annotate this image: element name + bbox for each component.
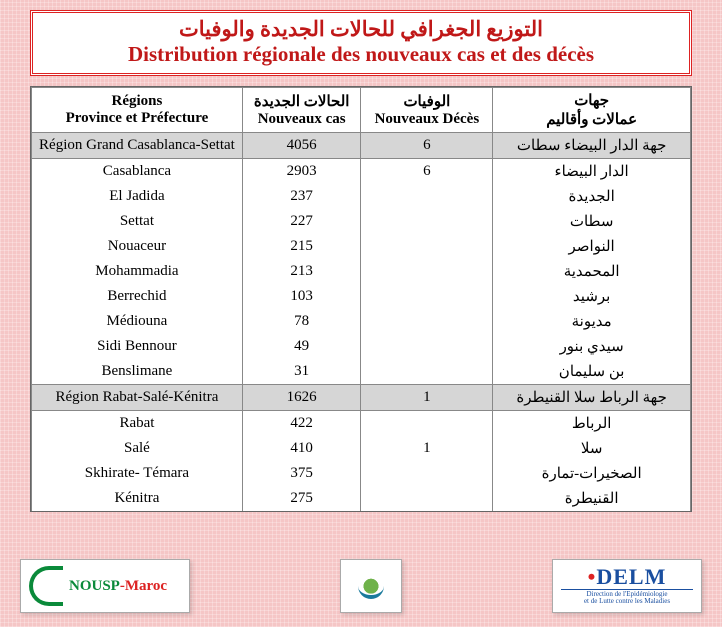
cell-cases: 31 (242, 359, 361, 385)
cell-deaths (361, 411, 493, 437)
table-row: Médiouna78 مديونة (32, 309, 691, 334)
table-region-row: Région Rabat-Salé-Kénitra16261جهة الرباط… (32, 385, 691, 411)
table-row: Mohammadia213 المحمدية (32, 259, 691, 284)
cell-deaths (361, 184, 493, 209)
cell-ar: المحمدية (493, 259, 691, 284)
cell-ar: القنيطرة (493, 486, 691, 511)
table-row: Benslimane31 بن سليمان (32, 359, 691, 385)
header-deaths: الوفيات Nouveaux Décès (361, 88, 493, 133)
cell-deaths (361, 234, 493, 259)
table-row: Casablanca29036الدار البيضاء (32, 159, 691, 185)
cell-ar: النواصر (493, 234, 691, 259)
table-body: Région Grand Casablanca-Settat40566جهة ا… (32, 133, 691, 512)
cell-fr: El Jadida (32, 184, 243, 209)
cell-ar: جهة الرباط سلا القنيطرة (493, 385, 691, 411)
cell-deaths: 6 (361, 133, 493, 159)
table-region-row: Région Grand Casablanca-Settat40566جهة ا… (32, 133, 691, 159)
footer-logos: NOUSP-Maroc •DELM Direction de l'Epidémi… (20, 559, 702, 613)
cell-deaths: 1 (361, 436, 493, 461)
cell-cases: 213 (242, 259, 361, 284)
cell-deaths (361, 259, 493, 284)
logo-nousp: NOUSP-Maroc (20, 559, 190, 613)
cell-ar: الرباط (493, 411, 691, 437)
cell-ar: سلا (493, 436, 691, 461)
nousp-c-icon (29, 566, 63, 606)
cell-cases: 4056 (242, 133, 361, 159)
cell-cases: 237 (242, 184, 361, 209)
cell-deaths (361, 284, 493, 309)
cell-ar: بن سليمان (493, 359, 691, 385)
leaf-icon (358, 573, 384, 599)
table-row: Sidi Bennour49 سيدي بنور (32, 334, 691, 359)
cell-ar: الصخيرات-تمارة (493, 461, 691, 486)
cell-ar: سيدي بنور (493, 334, 691, 359)
table-row: Skhirate- Témara375 الصخيرات-تمارة (32, 461, 691, 486)
cell-deaths (361, 334, 493, 359)
cell-fr: Nouaceur (32, 234, 243, 259)
cell-deaths (361, 486, 493, 511)
cell-fr: Settat (32, 209, 243, 234)
cell-cases: 227 (242, 209, 361, 234)
data-table-container: Régions Province et Préfecture الحالات ا… (30, 86, 692, 512)
cell-fr: Berrechid (32, 284, 243, 309)
delm-subtitle: Direction de l'Epidémiologieet de Lutte … (584, 591, 670, 606)
table-header-row: Régions Province et Préfecture الحالات ا… (32, 88, 691, 133)
cell-cases: 2903 (242, 159, 361, 185)
title-arabic: التوزيع الجغرافي للحالات الجديدة والوفيا… (41, 17, 681, 42)
cell-ar: الجديدة (493, 184, 691, 209)
title-box: التوزيع الجغرافي للحالات الجديدة والوفيا… (30, 10, 692, 76)
cell-deaths: 6 (361, 159, 493, 185)
cell-fr: Sidi Bennour (32, 334, 243, 359)
cell-deaths (361, 461, 493, 486)
cell-cases: 375 (242, 461, 361, 486)
logo-delm: •DELM Direction de l'Epidémiologieet de … (552, 559, 702, 613)
cell-fr: Région Grand Casablanca-Settat (32, 133, 243, 159)
cell-fr: Région Rabat-Salé-Kénitra (32, 385, 243, 411)
cell-deaths (361, 209, 493, 234)
cell-ar: برشيد (493, 284, 691, 309)
cell-ar: جهة الدار البيضاء سطات (493, 133, 691, 159)
cell-cases: 1626 (242, 385, 361, 411)
cell-fr: Benslimane (32, 359, 243, 385)
cell-cases: 275 (242, 486, 361, 511)
delm-text: •DELM (588, 566, 667, 588)
table-row: Kénitra275 القنيطرة (32, 486, 691, 511)
nousp-text: NOUSP-Maroc (69, 578, 167, 594)
cell-fr: Casablanca (32, 159, 243, 185)
cell-fr: Skhirate- Témara (32, 461, 243, 486)
cell-ar: سطات (493, 209, 691, 234)
cell-ar: الدار البيضاء (493, 159, 691, 185)
cell-deaths (361, 359, 493, 385)
header-region-ar: جهات عمالات وأقاليم (493, 88, 691, 133)
header-cases: الحالات الجديدة Nouveaux cas (242, 88, 361, 133)
table-row: Berrechid103 برشيد (32, 284, 691, 309)
distribution-table: Régions Province et Préfecture الحالات ا… (31, 87, 691, 511)
cell-cases: 215 (242, 234, 361, 259)
table-row: Salé4101سلا (32, 436, 691, 461)
cell-fr: Salé (32, 436, 243, 461)
cell-cases: 103 (242, 284, 361, 309)
cell-fr: Mohammadia (32, 259, 243, 284)
cell-fr: Kénitra (32, 486, 243, 511)
cell-deaths (361, 309, 493, 334)
logo-center (340, 559, 402, 613)
header-region: Régions Province et Préfecture (32, 88, 243, 133)
cell-cases: 49 (242, 334, 361, 359)
table-row: Nouaceur215 النواصر (32, 234, 691, 259)
cell-fr: Rabat (32, 411, 243, 437)
cell-ar: مديونة (493, 309, 691, 334)
cell-cases: 422 (242, 411, 361, 437)
table-row: Settat227 سطات (32, 209, 691, 234)
table-row: Rabat422 الرباط (32, 411, 691, 437)
table-row: El Jadida237 الجديدة (32, 184, 691, 209)
cell-fr: Médiouna (32, 309, 243, 334)
cell-deaths: 1 (361, 385, 493, 411)
cell-cases: 410 (242, 436, 361, 461)
cell-cases: 78 (242, 309, 361, 334)
title-french: Distribution régionale des nouveaux cas … (41, 42, 681, 67)
